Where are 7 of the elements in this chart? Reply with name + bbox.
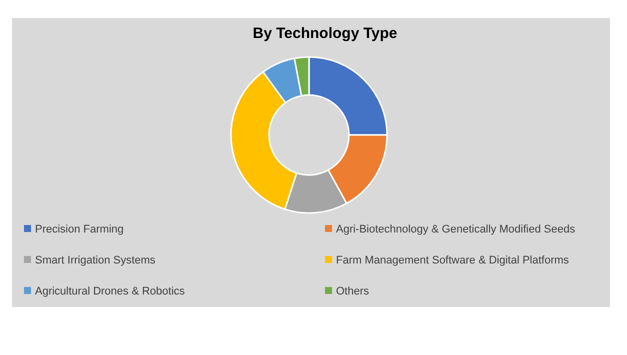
chart-title: By Technology Type bbox=[252, 25, 398, 42]
legend-label: Farm Management Software & Digital Platforms bbox=[336, 254, 570, 266]
legend-label: Agricultural Drones & Robotics bbox=[35, 286, 186, 298]
legend-label: Precision Farming bbox=[35, 224, 124, 236]
legend-label: Agri-Biotechnology & Genetically Modified Seeds bbox=[336, 224, 576, 236]
legend-label: Others bbox=[336, 286, 370, 298]
legend-label: Smart Irrigation Systems bbox=[35, 254, 156, 266]
